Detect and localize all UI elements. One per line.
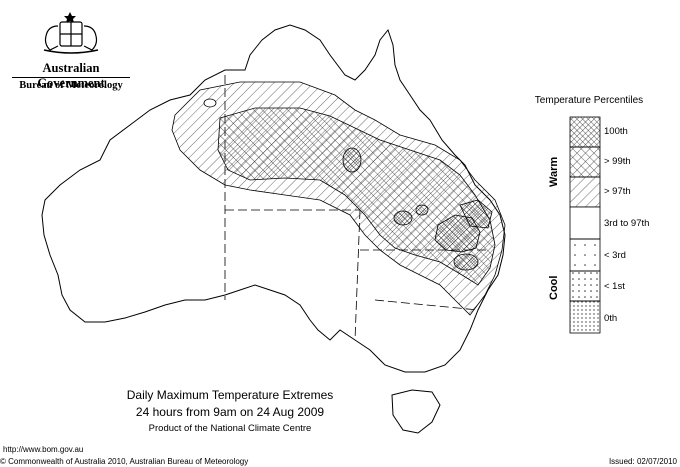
footer-copyright: © Commonwealth of Australia 2010, Austra… [0,457,249,466]
legend-label-lt-3rd: < 3rd [604,250,626,261]
legend-swatch-100th [569,116,601,148]
legend-swatch-99th [569,146,601,178]
legend-label-3rd-97th: 3rd to 97th [604,218,650,229]
map-subtitle: 24 hours from 9am on 24 Aug 2009 [135,405,325,419]
legend-swatch-3rd-97th [569,206,601,240]
header-divider [12,77,130,78]
legend-warm-label: Warm [548,156,560,187]
tasmania [391,389,441,434]
government-title: Australian Government [37,61,105,90]
map-title: Daily Maximum Temperature Extremes [126,388,334,402]
region-100th-b [459,199,493,229]
legend-swatch-lt-3rd [569,238,601,272]
legend-swatch-97th [569,176,601,208]
legend-label-99th: > 99th [604,156,631,167]
legend-label-97th: > 97th [604,186,631,197]
map-product-note: Product of the National Climate Centre [148,423,312,434]
coat-of-arms-icon [43,12,99,54]
region-100th-e [415,204,429,216]
legend-label-lt-1st: < 1st [604,281,625,292]
legend-swatch-0th [569,300,601,334]
legend-swatches [569,116,601,334]
legend-title: Temperature Percentiles [534,95,644,106]
legend-label-0th: 0th [604,313,618,324]
region-small-loop [203,98,217,108]
legend-label-100th: 100th [604,126,628,137]
region-100th-f [453,253,479,271]
region-100th-d [393,210,413,226]
footer-issued-date: Issued: 02/07/2010 [608,457,677,466]
bureau-title: Bureau of Meteorology [19,80,123,91]
legend-swatch-lt-1st [569,270,601,302]
region-100th-c [342,147,362,173]
footer-url: http://www.bom.gov.au [3,445,84,454]
legend-cool-label: Cool [548,275,560,300]
region-above-99th [217,107,496,286]
